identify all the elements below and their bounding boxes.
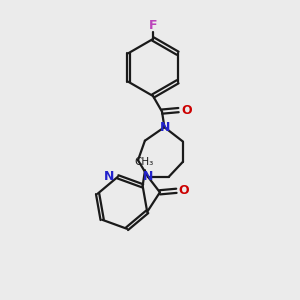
Text: F: F [149,20,157,32]
Text: O: O [181,103,191,117]
Text: O: O [179,184,189,197]
Text: N: N [160,121,170,134]
Text: N: N [143,170,153,183]
Text: N: N [104,170,114,183]
Text: CH₃: CH₃ [135,157,154,166]
